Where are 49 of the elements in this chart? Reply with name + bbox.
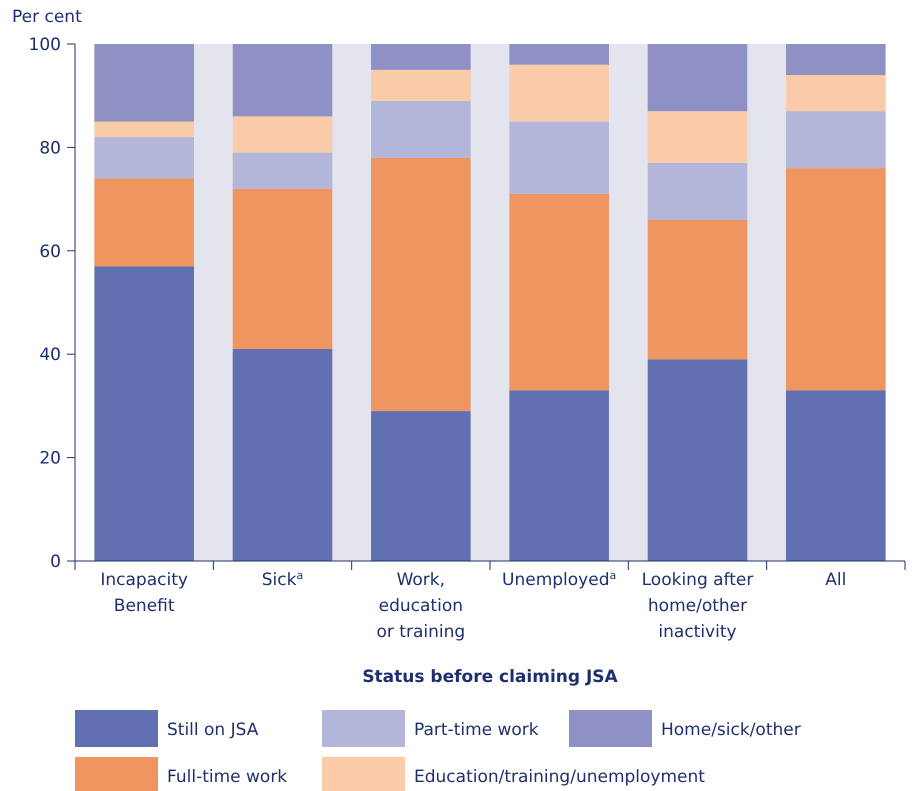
y-tick-label: 40 xyxy=(39,345,61,366)
bar xyxy=(648,44,748,112)
bar xyxy=(786,75,886,112)
bar xyxy=(371,44,471,70)
y-tick-label: 60 xyxy=(39,242,61,262)
bar xyxy=(786,44,886,76)
legend-label: Home/sick/other xyxy=(661,720,801,740)
y-tick-label: 80 xyxy=(39,138,61,158)
y-tick-label: 100 xyxy=(28,34,61,55)
bar xyxy=(94,44,194,122)
bar xyxy=(648,359,748,561)
bar xyxy=(232,116,332,153)
y-tick-label: 20 xyxy=(39,448,61,469)
bar xyxy=(648,111,748,163)
bar xyxy=(232,349,332,561)
x-tick-label: Incapacity Benefit xyxy=(100,570,188,616)
legend-label: Education/training/unemployment xyxy=(414,766,706,787)
bar xyxy=(786,168,886,390)
y-axis-title: Per cent xyxy=(12,7,82,27)
bar xyxy=(94,137,194,178)
x-tick-label: Sick$^{a}$ xyxy=(262,568,304,590)
bar xyxy=(371,411,471,561)
bar xyxy=(786,111,886,168)
bar xyxy=(371,100,471,158)
x-tick-label: Looking after home/other inactivity xyxy=(642,570,754,642)
bar xyxy=(94,178,194,266)
bar xyxy=(232,44,332,116)
legend-label: Full-time work xyxy=(167,766,288,787)
x-tick-label: All xyxy=(825,570,846,590)
bar xyxy=(509,194,609,390)
bar xyxy=(509,390,609,561)
legend-label: Part-time work xyxy=(414,720,539,740)
legend-label: Still on JSA xyxy=(167,720,259,740)
bar xyxy=(94,122,194,138)
bar xyxy=(371,70,471,101)
bar xyxy=(648,162,748,220)
bar xyxy=(509,122,609,194)
bar xyxy=(232,152,332,189)
bar xyxy=(786,390,886,561)
x-tick-label: Unemployed$^{a}$ xyxy=(502,568,616,590)
x-axis-title: Status before claiming JSA xyxy=(362,667,619,687)
bar xyxy=(648,220,748,360)
bar xyxy=(94,266,194,561)
bar xyxy=(509,44,609,65)
y-tick-label: 0 xyxy=(50,552,61,572)
bar xyxy=(509,64,609,122)
bar xyxy=(371,158,471,412)
bar xyxy=(232,188,332,350)
x-tick-label: Work, education or training xyxy=(376,570,466,642)
